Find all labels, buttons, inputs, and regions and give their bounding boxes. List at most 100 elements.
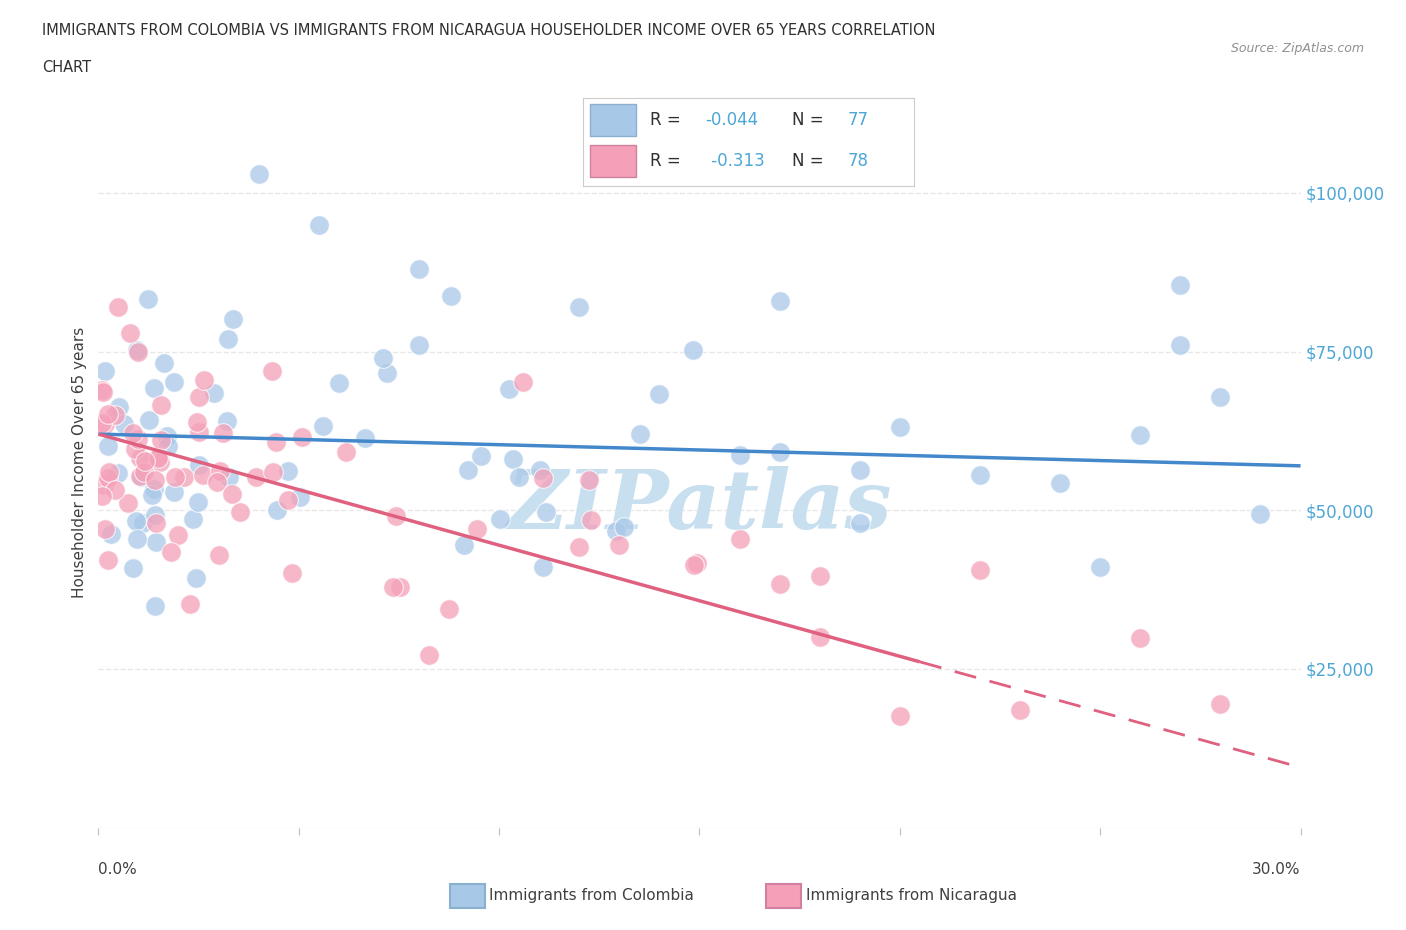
Text: 77: 77 — [848, 111, 869, 128]
Point — [440, 288, 463, 303]
Point — [94, 417, 117, 432]
Point — [97, 406, 120, 421]
Point — [202, 386, 225, 401]
Point — [529, 462, 551, 477]
Point — [768, 577, 790, 591]
Point — [104, 407, 127, 422]
Point — [1170, 277, 1192, 292]
Y-axis label: Householder Income Over 65 years: Householder Income Over 65 years — [72, 327, 87, 598]
Text: R =: R = — [650, 153, 686, 170]
Point — [1170, 338, 1192, 352]
Point — [498, 381, 520, 396]
Point — [221, 312, 243, 326]
Point — [1049, 476, 1071, 491]
Point — [148, 449, 170, 464]
Point — [157, 439, 180, 454]
Point — [437, 601, 460, 616]
Point — [181, 512, 204, 527]
Point — [281, 566, 304, 581]
Point — [245, 469, 267, 484]
Point — [335, 445, 357, 459]
Point — [124, 442, 146, 457]
Point — [93, 478, 115, 493]
Point — [132, 465, 155, 480]
Point — [1010, 702, 1032, 717]
Point — [457, 462, 479, 477]
Point — [308, 218, 330, 232]
Text: 78: 78 — [848, 153, 869, 170]
Point — [91, 382, 114, 397]
Point — [136, 291, 159, 306]
Point — [125, 513, 148, 528]
Point — [260, 364, 283, 379]
Point — [117, 496, 139, 511]
Point — [138, 412, 160, 427]
Point — [686, 555, 709, 570]
Point — [536, 504, 558, 519]
Text: N =: N = — [792, 153, 828, 170]
Point — [91, 488, 114, 503]
Point — [93, 522, 115, 537]
Point — [728, 447, 751, 462]
Point — [122, 561, 145, 576]
Point — [218, 470, 240, 485]
Point — [141, 487, 163, 502]
Point — [728, 532, 751, 547]
Point — [134, 454, 156, 469]
Point — [145, 515, 167, 530]
Point — [808, 630, 831, 644]
Point — [129, 470, 152, 485]
Point — [389, 580, 412, 595]
Point — [266, 503, 288, 518]
Point — [155, 429, 177, 444]
Point — [453, 538, 475, 553]
Point — [849, 462, 872, 477]
Point — [120, 326, 142, 340]
Text: Immigrants from Colombia: Immigrants from Colombia — [489, 888, 695, 903]
Point — [186, 415, 208, 430]
Point — [160, 544, 183, 559]
Point — [628, 427, 651, 442]
Point — [128, 344, 150, 359]
Point — [385, 509, 408, 524]
Point — [121, 425, 143, 440]
Point — [173, 470, 195, 485]
Text: CHART: CHART — [42, 60, 91, 75]
Point — [1209, 697, 1232, 711]
Point — [682, 557, 704, 572]
Point — [98, 465, 121, 480]
Text: -0.313: -0.313 — [706, 153, 765, 170]
Point — [408, 338, 430, 352]
Point — [209, 464, 232, 479]
Point — [93, 364, 115, 379]
Point — [849, 515, 872, 530]
Point — [143, 482, 166, 497]
Point — [149, 455, 172, 470]
Point — [408, 261, 430, 276]
Point — [1088, 560, 1111, 575]
Point — [163, 469, 186, 484]
Text: Source: ZipAtlas.com: Source: ZipAtlas.com — [1230, 42, 1364, 55]
Point — [145, 534, 167, 549]
Point — [568, 539, 591, 554]
Point — [377, 365, 399, 380]
Point — [97, 471, 120, 485]
Point — [247, 166, 270, 181]
Point — [125, 532, 148, 547]
Point — [470, 448, 492, 463]
Point — [188, 458, 211, 472]
Point — [682, 343, 704, 358]
Point — [163, 375, 186, 390]
Point — [146, 450, 169, 465]
Point — [311, 418, 333, 433]
Point — [207, 475, 229, 490]
Point — [512, 375, 534, 390]
Bar — [591, 104, 637, 136]
Point — [132, 516, 155, 531]
Point — [187, 389, 209, 404]
Point — [568, 299, 591, 314]
Point — [97, 438, 120, 453]
Point — [605, 524, 627, 538]
Point — [768, 445, 790, 459]
Text: 0.0%: 0.0% — [98, 862, 138, 877]
